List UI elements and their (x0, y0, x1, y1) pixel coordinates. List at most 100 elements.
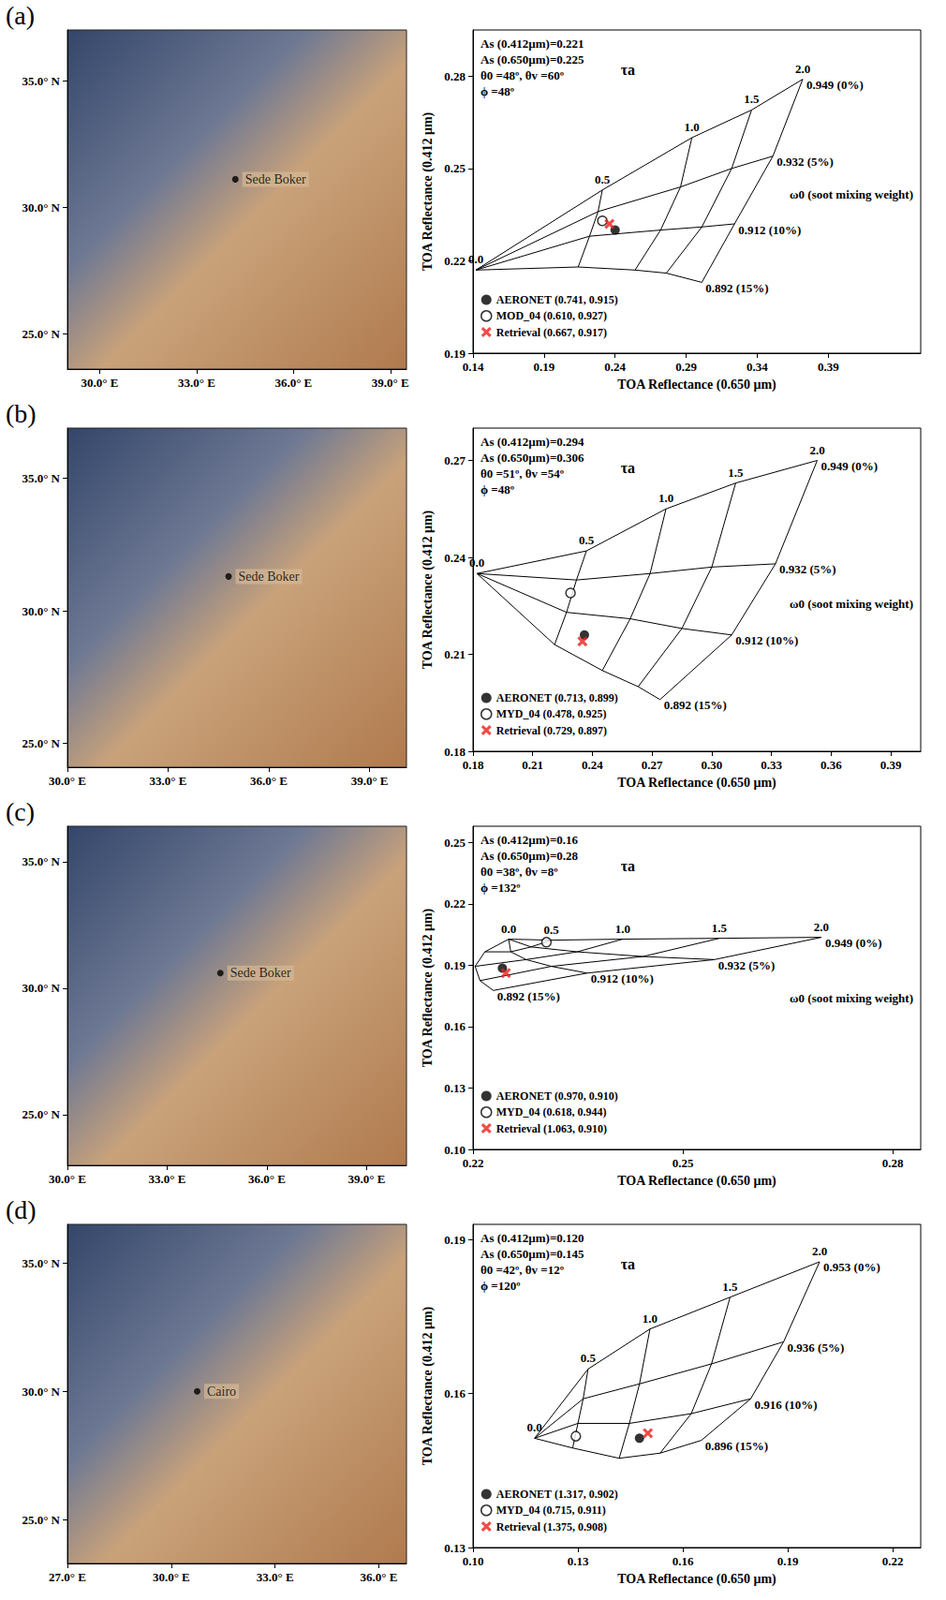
svg-text:0.5: 0.5 (580, 1350, 597, 1365)
svg-text:As (0.650µm)=0.225: As (0.650µm)=0.225 (480, 52, 585, 67)
svg-text:1.5: 1.5 (743, 91, 760, 106)
svg-text:AERONET (0.970, 0.910): AERONET (0.970, 0.910) (496, 1089, 619, 1103)
svg-text:2.0: 2.0 (813, 919, 829, 934)
svg-text:0.953 (0%): 0.953 (0%) (823, 1259, 881, 1274)
svg-text:30.0° N: 30.0° N (21, 604, 60, 619)
svg-text:0.892 (15%): 0.892 (15%) (705, 280, 769, 296)
svg-text:ω0 (soot mixing weight): ω0 (soot mixing weight) (789, 990, 914, 1006)
svg-text:0.912 (10%): 0.912 (10%) (735, 633, 799, 648)
svg-text:τa: τa (620, 459, 636, 476)
svg-text:TOA Reflectance (0.650 µm): TOA Reflectance (0.650 µm) (617, 775, 777, 791)
svg-text:0.0: 0.0 (527, 1419, 543, 1434)
svg-text:TOA Reflectance (0.412 µm): TOA Reflectance (0.412 µm) (420, 907, 436, 1067)
svg-text:0.21: 0.21 (521, 757, 544, 772)
svg-text:33.0° E: 33.0° E (256, 1569, 295, 1584)
svg-text:1.0: 1.0 (615, 921, 631, 936)
svg-text:0.24: 0.24 (604, 359, 626, 374)
svg-text:35.0° N: 35.0° N (21, 73, 60, 89)
svg-text:33.0° E: 33.0° E (148, 1171, 187, 1186)
svg-text:0.29: 0.29 (675, 359, 697, 374)
svg-text:Retrieval (0.667, 0.917): Retrieval (0.667, 0.917) (496, 325, 607, 340)
svg-text:0.33: 0.33 (760, 757, 783, 772)
svg-text:0.916 (10%): 0.916 (10%) (754, 1397, 818, 1412)
svg-text:Sede Boker: Sede Boker (230, 965, 292, 980)
svg-text:1.0: 1.0 (658, 490, 674, 505)
svg-text:30.0° E: 30.0° E (48, 773, 87, 788)
svg-text:TOA Reflectance (0.412 µm): TOA Reflectance (0.412 µm) (420, 111, 436, 271)
svg-text:30.0° E: 30.0° E (152, 1569, 191, 1584)
svg-text:30.0° N: 30.0° N (21, 1384, 60, 1399)
svg-text:(c): (c) (5, 797, 35, 827)
svg-text:τa: τa (620, 61, 636, 78)
svg-text:25.0° N: 25.0° N (21, 736, 60, 751)
svg-text:θ0 =51º, θv =54º: θ0 =51º, θv =54º (480, 466, 564, 481)
svg-text:Retrieval (0.729, 0.897): Retrieval (0.729, 0.897) (496, 724, 607, 738)
svg-text:0.0: 0.0 (501, 921, 517, 936)
svg-text:θ0 =48º, θv =60º: θ0 =48º, θv =60º (480, 68, 564, 83)
svg-text:0.14: 0.14 (462, 359, 485, 374)
svg-text:(a): (a) (5, 0, 35, 30)
svg-text:0.13: 0.13 (443, 1540, 466, 1555)
svg-text:ω0 (soot mixing weight): ω0 (soot mixing weight) (789, 187, 914, 202)
svg-text:0.22: 0.22 (462, 1155, 485, 1170)
svg-text:MYD_04 (0.715, 0.911): MYD_04 (0.715, 0.911) (496, 1503, 607, 1517)
svg-text:TOA Reflectance (0.412 µm): TOA Reflectance (0.412 µm) (420, 509, 436, 669)
svg-text:36.0° E: 36.0° E (360, 1569, 399, 1584)
svg-text:33.0° E: 33.0° E (177, 375, 216, 390)
svg-text:(d): (d) (5, 1195, 37, 1225)
svg-text:ϕ =120º: ϕ =120º (480, 1278, 521, 1293)
svg-text:MOD_04 (0.610, 0.927): MOD_04 (0.610, 0.927) (496, 309, 607, 323)
svg-text:0.892 (15%): 0.892 (15%) (497, 989, 561, 1004)
svg-text:0.27: 0.27 (443, 453, 466, 468)
svg-text:As (0.412µm)=0.221: As (0.412µm)=0.221 (480, 36, 585, 51)
svg-text:0.28: 0.28 (443, 69, 466, 84)
svg-text:0.22: 0.22 (443, 253, 466, 268)
svg-text:TOA Reflectance (0.650 µm): TOA Reflectance (0.650 µm) (617, 377, 777, 393)
svg-text:τa: τa (620, 857, 636, 874)
svg-text:0.19: 0.19 (532, 359, 555, 374)
svg-text:θ0 =38º, θv =8º: θ0 =38º, θv =8º (480, 864, 558, 879)
svg-text:36.0° E: 36.0° E (250, 773, 288, 788)
svg-text:0.21: 0.21 (443, 647, 466, 662)
svg-text:0.949 (0%): 0.949 (0%) (821, 458, 879, 473)
svg-text:39.0° E: 39.0° E (371, 375, 410, 390)
svg-text:0.27: 0.27 (641, 757, 664, 772)
svg-text:0.13: 0.13 (567, 1553, 590, 1568)
svg-text:2.0: 2.0 (795, 61, 811, 76)
svg-text:2.0: 2.0 (812, 1243, 828, 1258)
svg-text:As (0.412µm)=0.294: As (0.412µm)=0.294 (480, 434, 585, 449)
svg-text:36.0° E: 36.0° E (274, 375, 312, 390)
svg-text:27.0° E: 27.0° E (48, 1569, 87, 1584)
svg-text:35.0° N: 35.0° N (21, 854, 60, 869)
svg-text:As (0.412µm)=0.120: As (0.412µm)=0.120 (480, 1230, 585, 1245)
svg-text:TOA Reflectance (0.650 µm): TOA Reflectance (0.650 µm) (617, 1173, 777, 1189)
svg-text:0.19: 0.19 (443, 346, 466, 361)
svg-text:30.0° E: 30.0° E (81, 375, 119, 390)
svg-text:0.19: 0.19 (777, 1553, 799, 1568)
svg-text:Sede Boker: Sede Boker (245, 172, 307, 187)
svg-text:As (0.650µm)=0.306: As (0.650µm)=0.306 (480, 450, 585, 465)
svg-text:As (0.650µm)=0.28: As (0.650µm)=0.28 (480, 848, 579, 863)
svg-text:0.22: 0.22 (443, 896, 466, 911)
svg-text:0.25: 0.25 (672, 1155, 695, 1170)
svg-text:TOA Reflectance (0.650 µm): TOA Reflectance (0.650 µm) (617, 1571, 777, 1587)
svg-text:39.0° E: 39.0° E (351, 773, 389, 788)
svg-text:33.0° E: 33.0° E (149, 773, 188, 788)
svg-text:0.912 (10%): 0.912 (10%) (738, 222, 801, 237)
svg-text:2.0: 2.0 (809, 443, 825, 458)
svg-text:36.0° E: 36.0° E (248, 1171, 286, 1186)
svg-text:1.5: 1.5 (711, 920, 728, 935)
svg-text:0.896 (15%): 0.896 (15%) (705, 1438, 769, 1453)
svg-text:0.19: 0.19 (443, 958, 466, 973)
svg-text:0.0: 0.0 (469, 555, 485, 570)
svg-text:35.0° N: 35.0° N (21, 1256, 60, 1271)
svg-text:0.5: 0.5 (594, 172, 611, 187)
svg-text:ω0 (soot mixing weight): ω0 (soot mixing weight) (789, 596, 914, 611)
svg-text:0.10: 0.10 (443, 1142, 466, 1157)
svg-text:0.19: 0.19 (443, 1232, 466, 1247)
svg-text:0.25: 0.25 (443, 835, 466, 850)
svg-text:θ0 =42º, θv =12º: θ0 =42º, θv =12º (480, 1262, 564, 1277)
svg-text:0.949 (0%): 0.949 (0%) (806, 77, 864, 92)
svg-text:0.10: 0.10 (462, 1553, 485, 1568)
svg-text:0.5: 0.5 (578, 532, 595, 547)
